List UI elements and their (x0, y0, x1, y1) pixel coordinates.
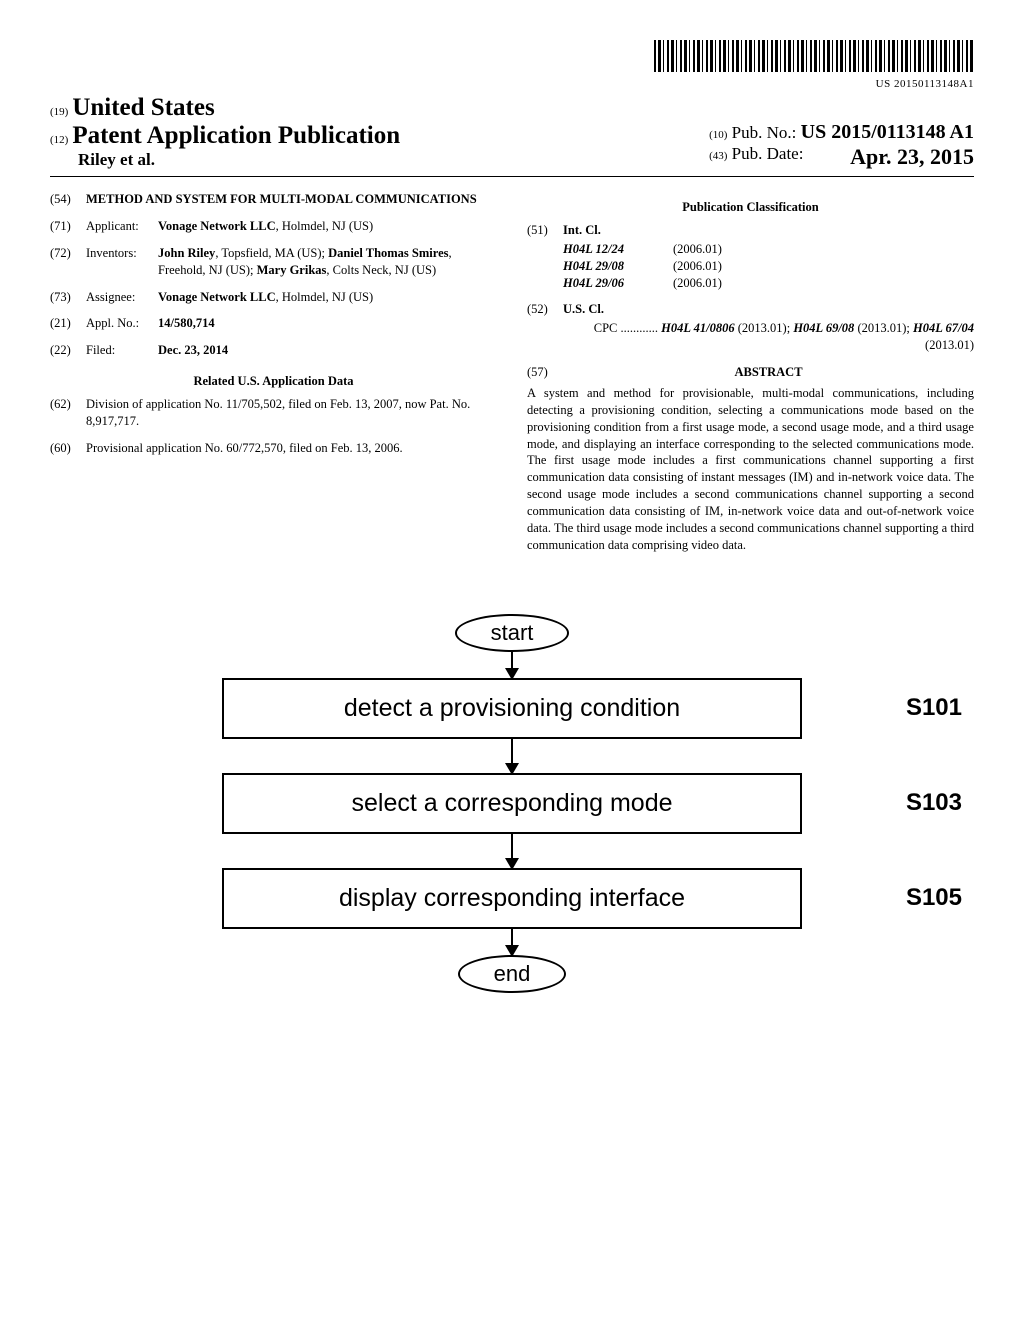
barcode-region: US 20150113148A1 (50, 40, 974, 90)
assignee-loc: , Holmdel, NJ (US) (276, 290, 374, 304)
field-assignee: (73) Assignee: Vonage Network LLC, Holmd… (50, 289, 497, 306)
barcode-graphic (654, 40, 974, 72)
field-inventors: (72) Inventors: John Riley, Topsfield, M… (50, 245, 497, 279)
code-54: (54) (50, 191, 86, 208)
division-text: Division of application No. 11/705,502, … (86, 396, 497, 430)
field-intcl: (51) Int. Cl. (527, 222, 974, 239)
pubdate-label: Pub. Date: (732, 144, 804, 163)
code-12: (12) (50, 134, 68, 146)
abstract-text: A system and method for provisionable, m… (527, 385, 974, 554)
code-52: (52) (527, 301, 563, 318)
flowchart-start: start (455, 614, 570, 652)
arrow-icon (511, 929, 513, 955)
inventor-2: Daniel Thomas Smires (328, 246, 448, 260)
code-73: (73) (50, 289, 86, 306)
code-72: (72) (50, 245, 86, 279)
field-filed: (22) Filed: Dec. 23, 2014 (50, 342, 497, 359)
inventors-value: John Riley, Topsfield, MA (US); Daniel T… (158, 245, 497, 279)
label-inventors: Inventors: (86, 245, 158, 279)
label-filed: Filed: (86, 342, 158, 359)
intcl-rows: H04L 12/24(2006.01) H04L 29/08(2006.01) … (563, 241, 974, 292)
applicant-value: Vonage Network LLC, Holmdel, NJ (US) (158, 218, 497, 235)
appl-number: 14/580,714 (158, 316, 215, 330)
code-43: (43) (709, 150, 727, 162)
applicant-name: Vonage Network LLC (158, 219, 276, 233)
code-51: (51) (527, 222, 563, 239)
field-applno: (21) Appl. No.: 14/580,714 (50, 315, 497, 332)
code-21: (21) (50, 315, 86, 332)
invention-title: METHOD AND SYSTEM FOR MULTI-MODAL COMMUN… (86, 191, 497, 208)
intcl-row: H04L 12/24(2006.01) (563, 241, 974, 258)
flowchart-step: detect a provisioning condition (222, 678, 802, 739)
arrow-icon (511, 834, 513, 868)
right-column: Publication Classification (51) Int. Cl.… (527, 191, 974, 554)
header-left: (19) United States (12) Patent Applicati… (50, 94, 400, 170)
label-applno: Appl. No.: (86, 315, 158, 332)
label-intcl: Int. Cl. (563, 223, 601, 237)
arrow-icon (511, 739, 513, 773)
code-57: (57) (527, 364, 563, 381)
intcl-row: H04L 29/08(2006.01) (563, 258, 974, 275)
provisional-text: Provisional application No. 60/772,570, … (86, 440, 497, 457)
label-uscl: U.S. Cl. (563, 302, 604, 316)
inventor-3: Mary Grikas (257, 263, 327, 277)
code-22: (22) (50, 342, 86, 359)
flowchart: start detect a provisioning condition S1… (152, 614, 872, 993)
field-division: (62) Division of application No. 11/705,… (50, 396, 497, 430)
arrow-icon (511, 652, 513, 678)
pub-number: US 2015/0113148 A1 (801, 121, 974, 143)
related-data-head: Related U.S. Application Data (50, 373, 497, 390)
code-60: (60) (50, 440, 86, 457)
label-applicant: Applicant: (86, 218, 158, 235)
pub-date: Apr. 23, 2015 (850, 144, 974, 170)
header: (19) United States (12) Patent Applicati… (50, 94, 974, 170)
assignee-value: Vonage Network LLC, Holmdel, NJ (US) (158, 289, 497, 306)
flowchart-step: display corresponding interface (222, 868, 802, 929)
field-applicant: (71) Applicant: Vonage Network LLC, Holm… (50, 218, 497, 235)
filed-date: Dec. 23, 2014 (158, 343, 228, 357)
field-title: (54) METHOD AND SYSTEM FOR MULTI-MODAL C… (50, 191, 497, 208)
field-uscl: (52) U.S. Cl. (527, 301, 974, 318)
header-right: (10) Pub. No.: US 2015/0113148 A1 (43) P… (709, 121, 974, 170)
authors: Riley et al. (78, 150, 155, 169)
biblio-columns: (54) METHOD AND SYSTEM FOR MULTI-MODAL C… (50, 191, 974, 554)
cpc-value: CPC ............ H04L 41/0806 (2013.01);… (563, 320, 974, 354)
flowchart-step-label: S105 (906, 884, 962, 912)
inventor-1: John Riley (158, 246, 215, 260)
code-71: (71) (50, 218, 86, 235)
assignee-name: Vonage Network LLC (158, 290, 276, 304)
applicant-loc: , Holmdel, NJ (US) (276, 219, 374, 233)
flowchart-step-label: S101 (906, 694, 962, 722)
label-assignee: Assignee: (86, 289, 158, 306)
intcl-row: H04L 29/06(2006.01) (563, 275, 974, 292)
code-10: (10) (709, 129, 727, 141)
code-19: (19) (50, 106, 68, 118)
classification-head: Publication Classification (527, 199, 974, 216)
label-abstract: ABSTRACT (734, 365, 802, 379)
flowchart-step-label: S103 (906, 789, 962, 817)
country: United States (72, 94, 214, 121)
divider (50, 176, 974, 177)
flowchart-step: select a corresponding mode (222, 773, 802, 834)
code-62: (62) (50, 396, 86, 430)
field-abstract-head: (57) ABSTRACT (527, 364, 974, 381)
barcode-number: US 20150113148A1 (50, 78, 974, 90)
doc-type: Patent Application Publication (72, 122, 400, 149)
pubno-label: Pub. No.: (732, 123, 797, 142)
field-provisional: (60) Provisional application No. 60/772,… (50, 440, 497, 457)
flowchart-end: end (458, 955, 567, 993)
left-column: (54) METHOD AND SYSTEM FOR MULTI-MODAL C… (50, 191, 497, 554)
